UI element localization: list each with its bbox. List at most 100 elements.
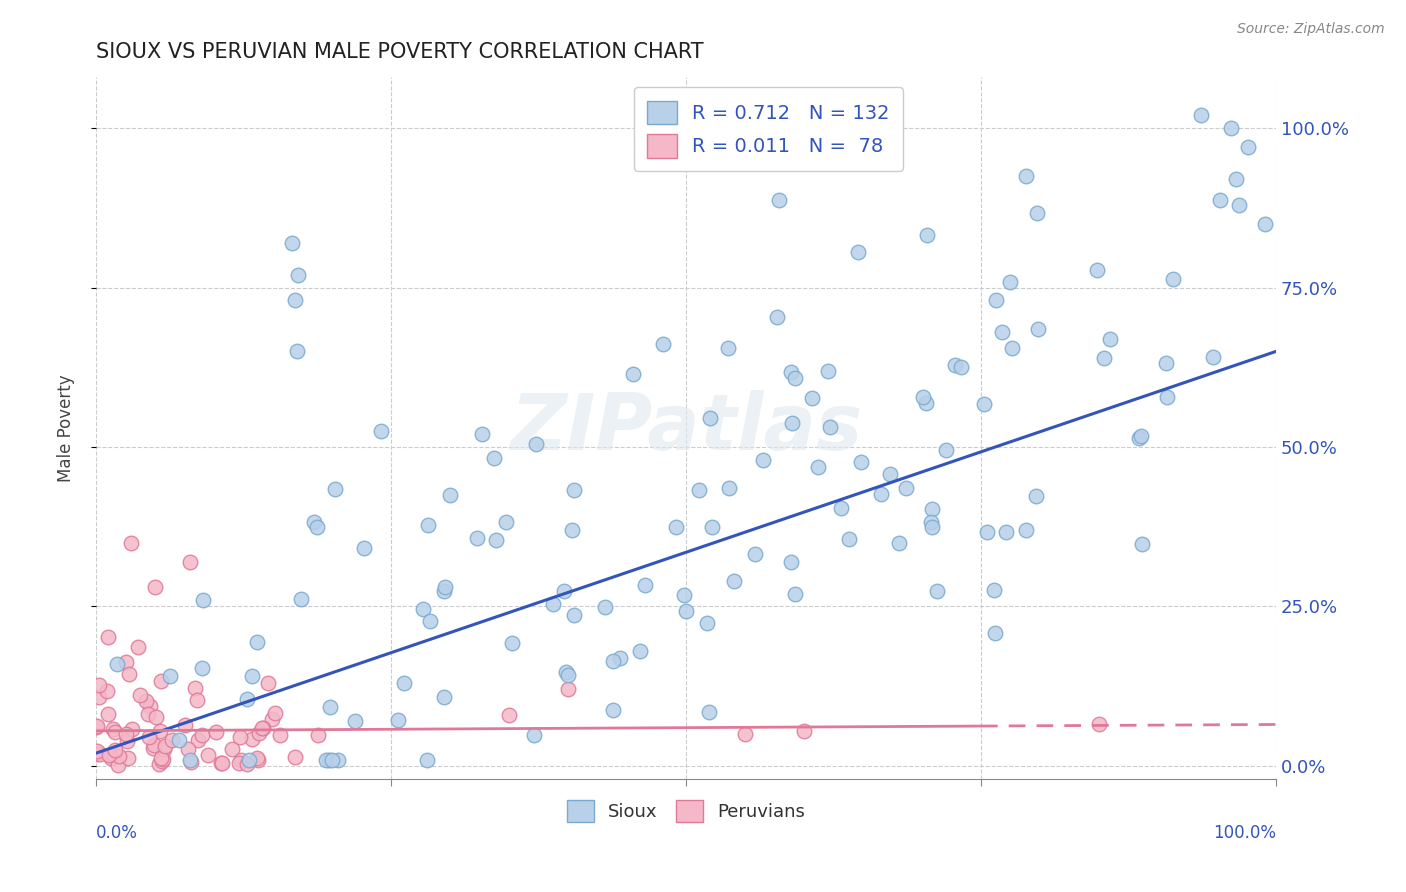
Point: [830, 500, 852, 515]
Point: [526, 437, 548, 451]
Point: [247, 725, 270, 739]
Point: [302, 515, 325, 529]
Point: [138, 699, 160, 714]
Point: [269, 728, 291, 742]
Point: [262, 712, 284, 726]
Point: [846, 245, 869, 260]
Point: [191, 728, 214, 742]
Point: [284, 749, 307, 764]
Point: [887, 536, 910, 550]
Point: [672, 588, 695, 602]
Point: [120, 535, 142, 549]
Point: [817, 364, 839, 378]
Point: [994, 525, 1017, 540]
Point: [498, 707, 520, 722]
Point: [467, 532, 489, 546]
Point: [1130, 537, 1153, 551]
Point: [914, 396, 936, 410]
Point: [101, 747, 124, 762]
Point: [387, 713, 409, 727]
Point: [159, 669, 181, 683]
Text: ZIPatlas: ZIPatlas: [510, 390, 862, 466]
Point: [935, 443, 957, 458]
Point: [240, 669, 263, 683]
Legend: Sioux, Peruvians: Sioux, Peruvians: [560, 793, 813, 830]
Point: [983, 625, 1005, 640]
Point: [87, 678, 110, 692]
Point: [621, 368, 644, 382]
Point: [145, 709, 167, 723]
Point: [717, 481, 740, 495]
Point: [98, 747, 121, 762]
Text: 100.0%: 100.0%: [1213, 824, 1277, 842]
Point: [921, 501, 943, 516]
Point: [97, 706, 120, 721]
Point: [89, 747, 111, 761]
Point: [325, 482, 347, 496]
Point: [1092, 351, 1115, 365]
Point: [191, 661, 214, 675]
Point: [976, 525, 998, 540]
Point: [416, 518, 439, 533]
Point: [652, 337, 675, 351]
Point: [562, 608, 585, 623]
Point: [780, 416, 803, 430]
Point: [433, 584, 456, 599]
Point: [482, 451, 505, 466]
Text: 0.0%: 0.0%: [96, 824, 138, 842]
Point: [370, 424, 392, 438]
Point: [768, 193, 790, 207]
Point: [1156, 390, 1178, 404]
Point: [149, 723, 172, 738]
Point: [793, 723, 815, 738]
Point: [184, 681, 207, 695]
Point: [557, 668, 579, 682]
Point: [1015, 169, 1038, 183]
Point: [84, 720, 107, 734]
Point: [779, 365, 801, 379]
Point: [1015, 523, 1038, 537]
Point: [240, 731, 263, 746]
Point: [1128, 431, 1150, 445]
Point: [246, 634, 269, 648]
Point: [485, 533, 508, 547]
Point: [870, 486, 893, 500]
Point: [257, 675, 280, 690]
Point: [264, 706, 287, 721]
Point: [723, 574, 745, 588]
Point: [553, 583, 575, 598]
Point: [849, 455, 872, 469]
Point: [160, 733, 183, 747]
Point: [204, 724, 226, 739]
Point: [523, 728, 546, 742]
Point: [943, 358, 966, 372]
Point: [238, 753, 260, 767]
Point: [879, 467, 901, 481]
Point: [688, 483, 710, 498]
Point: [920, 515, 942, 529]
Point: [912, 390, 935, 404]
Point: [179, 753, 201, 767]
Point: [675, 604, 697, 618]
Point: [766, 310, 789, 324]
Point: [991, 325, 1014, 339]
Point: [697, 705, 720, 719]
Text: Source: ZipAtlas.com: Source: ZipAtlas.com: [1237, 22, 1385, 37]
Point: [896, 481, 918, 495]
Point: [284, 293, 307, 308]
Point: [921, 520, 943, 534]
Point: [96, 684, 118, 698]
Point: [115, 727, 138, 741]
Point: [150, 754, 173, 768]
Point: [394, 675, 416, 690]
Point: [785, 587, 807, 601]
Point: [174, 717, 197, 731]
Point: [734, 727, 756, 741]
Point: [1098, 332, 1121, 346]
Point: [138, 730, 160, 744]
Point: [699, 410, 721, 425]
Point: [86, 744, 108, 758]
Point: [115, 656, 138, 670]
Point: [433, 581, 456, 595]
Point: [1161, 272, 1184, 286]
